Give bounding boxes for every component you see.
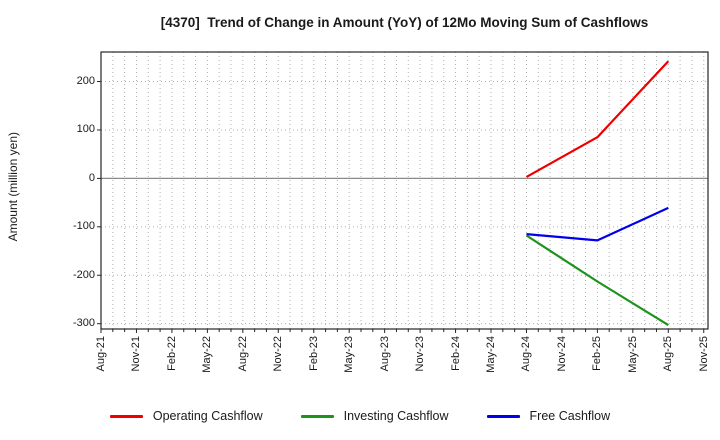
- x-tick-label: May-23: [343, 336, 356, 373]
- x-tick-label: May-24: [485, 336, 497, 373]
- legend-item: Operating Cashflow: [109, 409, 263, 423]
- y-tick-label: 100: [76, 123, 95, 136]
- chart-title: [4370] Trend of Change in Amount (YoY) o…: [160, 15, 649, 30]
- x-tick-label: Nov-22: [272, 336, 285, 372]
- x-tick-label: Nov-25: [697, 336, 710, 372]
- x-tick-label: May-25: [626, 336, 639, 373]
- operating-cashflow-line: [525, 60, 670, 178]
- x-tick-label: May-22: [201, 336, 214, 373]
- y-tick-label: 0: [88, 171, 95, 184]
- y-tick-label: 200: [76, 75, 95, 88]
- x-tick-label: Aug-25: [662, 336, 675, 372]
- investing-cashflow-line: [525, 234, 669, 327]
- x-tick-label: Nov-23: [414, 336, 427, 372]
- x-tick-label: Feb-22: [165, 336, 178, 371]
- legend-swatch: [486, 414, 520, 418]
- x-tick-label: Feb-25: [591, 336, 604, 371]
- y-tick-label: -200: [72, 268, 95, 281]
- legend-label: Free Cashflow: [529, 409, 611, 423]
- legend-swatch: [109, 414, 143, 418]
- x-tick-label: Nov-21: [130, 336, 143, 372]
- legend-label: Operating Cashflow: [152, 409, 263, 423]
- x-tick-label: Aug-23: [378, 336, 391, 372]
- x-tick-label: Aug-22: [236, 336, 249, 372]
- y-tick-label: -300: [72, 317, 95, 330]
- x-tick-label: Aug-24: [520, 336, 533, 372]
- x-tick-label: Feb-24: [449, 336, 462, 371]
- y-tick-label: -100: [72, 220, 95, 233]
- free-cashflow-line: [526, 206, 669, 242]
- legend: Operating Cashflow Investing Cashflow Free…: [0, 405, 720, 427]
- x-tick-label: Feb-23: [307, 336, 320, 371]
- legend-item: Investing Cashflow: [300, 409, 449, 423]
- plot-border: [100, 51, 709, 330]
- x-tick-label: Nov-24: [555, 336, 568, 372]
- legend-label: Investing Cashflow: [343, 409, 449, 423]
- x-tick-label: Aug-21: [95, 336, 107, 372]
- legend-swatch: [300, 414, 334, 418]
- legend-item: Free Cashflow: [486, 409, 611, 423]
